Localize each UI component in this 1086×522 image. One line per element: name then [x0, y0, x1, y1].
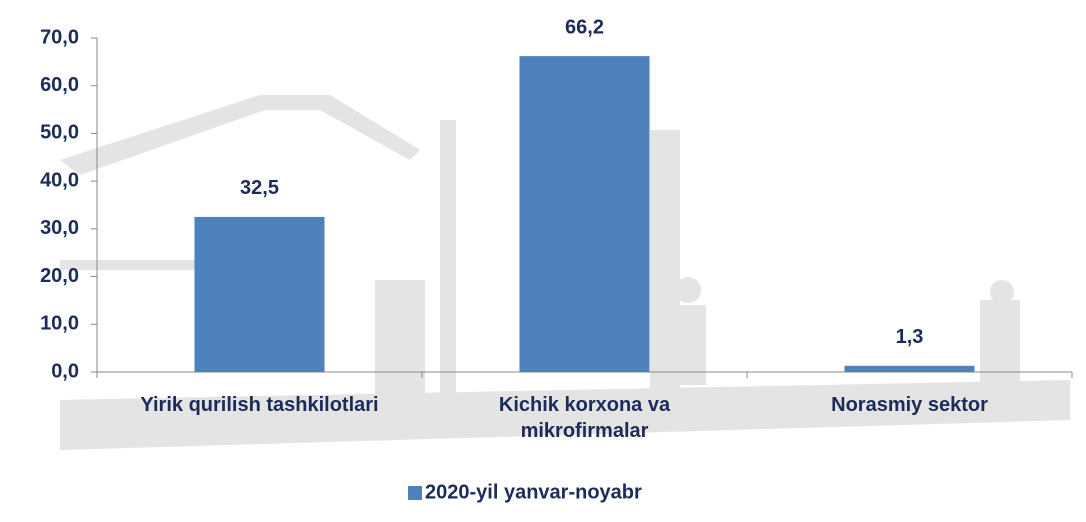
y-tick-label: 70,0 [40, 26, 79, 48]
y-tick-label: 50,0 [40, 122, 79, 144]
bar [194, 216, 325, 372]
bar [844, 365, 975, 372]
y-tick-label: 60,0 [40, 74, 79, 96]
data-label: 32,5 [240, 177, 279, 199]
x-tick-label: Norasmiy sektor [831, 394, 988, 416]
y-tick-label: 40,0 [40, 169, 79, 191]
x-tick-label: Kichik korxona va mikrofirmalar [498, 394, 671, 442]
y-tick-label: 20,0 [40, 265, 79, 287]
y-tick-label: 30,0 [40, 217, 79, 239]
y-tick-label: 10,0 [40, 313, 79, 335]
legend-swatch [408, 486, 422, 500]
data-label: 66,2 [565, 16, 604, 38]
data-label: 1,3 [896, 326, 924, 348]
background-illustration [60, 95, 1070, 450]
x-tick-label: Yirik qurilish tashkilotlari [140, 394, 379, 416]
y-tick-label: 0,0 [51, 360, 79, 382]
bar [519, 56, 650, 372]
legend-label: 2020-yil yanvar-noyabr [425, 481, 642, 503]
